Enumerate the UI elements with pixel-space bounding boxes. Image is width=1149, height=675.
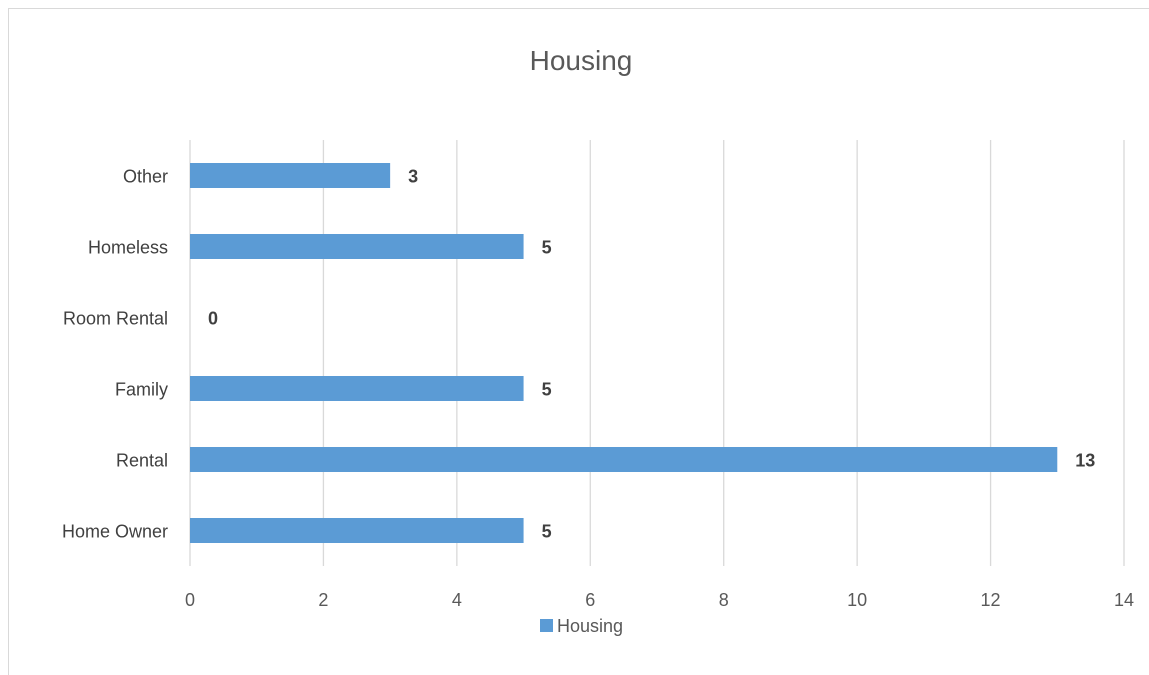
- category-label-room-rental: Room Rental: [63, 309, 168, 329]
- legend-swatch-housing: [540, 619, 553, 632]
- bars: [190, 163, 1058, 543]
- value-axis-tick-labels: 0 2 4 6 8 10 12 14: [185, 590, 1134, 610]
- x-tick-label-5: 10: [847, 590, 867, 610]
- gridlines: [189, 140, 1125, 566]
- category-label-rental: Rental: [116, 451, 168, 471]
- category-label-other: Other: [123, 167, 168, 187]
- data-label-other: 3: [408, 167, 418, 187]
- x-tick-label-1: 2: [318, 590, 328, 610]
- category-label-home-owner: Home Owner: [62, 522, 168, 542]
- x-tick-label-2: 4: [452, 590, 462, 610]
- data-label-family: 5: [542, 380, 552, 400]
- data-label-homeless: 5: [542, 238, 552, 258]
- bar-family: [190, 376, 524, 401]
- category-label-family: Family: [115, 380, 168, 400]
- x-tick-label-6: 12: [981, 590, 1001, 610]
- x-tick-label-0: 0: [185, 590, 195, 610]
- chart-frame: [8, 8, 1149, 675]
- x-tick-label-4: 8: [719, 590, 729, 610]
- x-tick-label-7: 14: [1114, 590, 1134, 610]
- bar-home-owner: [190, 518, 524, 543]
- bar-other: [190, 163, 391, 188]
- category-label-homeless: Homeless: [88, 238, 168, 258]
- data-label-home-owner: 5: [542, 522, 552, 542]
- legend: Housing: [540, 616, 623, 636]
- data-label-room-rental: 0: [208, 309, 218, 329]
- category-axis-labels: Home Owner Rental Family Room Rental Homeles…: [62, 167, 168, 542]
- legend-label-housing: Housing: [557, 616, 623, 636]
- bar-rental: [190, 447, 1058, 472]
- data-labels: 5 13 5 0 5 3: [208, 167, 1095, 542]
- chart-title: Housing: [530, 45, 633, 76]
- data-label-rental: 13: [1075, 451, 1095, 471]
- bar-homeless: [190, 234, 524, 259]
- x-tick-label-3: 6: [585, 590, 595, 610]
